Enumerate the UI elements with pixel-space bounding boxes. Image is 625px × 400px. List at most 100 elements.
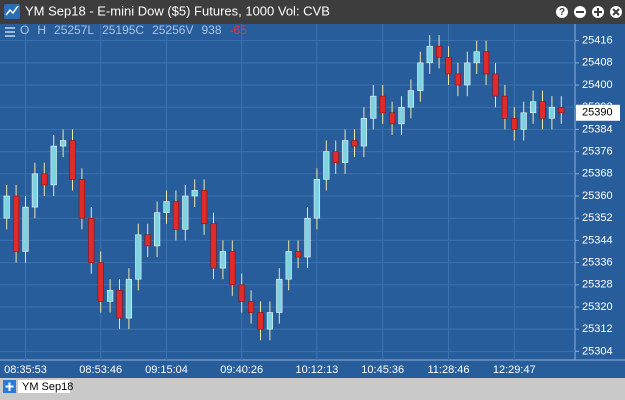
candle-body — [276, 278, 283, 313]
candle-body — [520, 112, 527, 130]
info-value: O — [20, 23, 29, 37]
candle-body — [191, 190, 198, 197]
candle-body — [247, 301, 255, 313]
candle-body — [153, 212, 161, 247]
candle-body — [200, 190, 208, 225]
last-price-label: 25390 — [582, 107, 613, 119]
candle-body — [285, 251, 292, 280]
y-tick-label: 25360 — [582, 190, 613, 202]
candle-body — [266, 312, 274, 330]
candle-body — [144, 234, 151, 247]
candle-body — [454, 73, 462, 86]
candle-body — [69, 140, 76, 180]
candle-body — [435, 45, 443, 58]
x-tick-label: 11:28:46 — [427, 364, 469, 376]
candle-body — [12, 195, 20, 252]
candle-body — [182, 195, 189, 230]
y-tick-label: 25320 — [582, 301, 613, 313]
window-buttons[interactable]: ? — [556, 6, 622, 18]
candle-body — [257, 312, 264, 330]
candle-body — [464, 62, 471, 86]
add-icon — [5, 382, 14, 391]
candle-body — [294, 251, 302, 258]
candle-body — [379, 95, 386, 114]
candle-body — [360, 118, 368, 147]
candle-body — [398, 106, 405, 125]
candle-body — [78, 179, 86, 219]
candle-body — [229, 251, 236, 286]
y-tick-label: 25400 — [582, 79, 613, 91]
candle-body — [332, 151, 339, 164]
candle-body — [41, 173, 48, 186]
candle-body — [116, 290, 123, 319]
candle-body — [370, 95, 377, 119]
candle-body — [482, 51, 490, 75]
tab[interactable] — [18, 380, 70, 393]
candle-body — [407, 90, 415, 108]
candle-body — [88, 217, 95, 263]
info-value: H — [37, 23, 46, 37]
y-tick-label: 25352 — [582, 212, 613, 224]
candle-body — [163, 201, 170, 213]
candle-body — [125, 278, 133, 319]
y-tick-label: 25368 — [582, 168, 613, 180]
y-tick-label: 25304 — [582, 345, 613, 357]
candle-body — [135, 234, 142, 280]
x-tick-label: 08:35:53 — [4, 364, 47, 376]
y-tick-label: 25328 — [582, 279, 613, 291]
info-value: -65 — [230, 23, 248, 37]
candle-body — [426, 45, 433, 64]
x-tick-label: 09:15:04 — [145, 364, 188, 376]
candle-body — [323, 151, 330, 180]
candle-body — [97, 262, 104, 302]
title-bar — [0, 0, 625, 24]
y-tick-label: 25336 — [582, 256, 613, 268]
y-tick-label: 25312 — [582, 323, 613, 335]
y-tick-label: 25344 — [582, 234, 613, 246]
candle-body — [511, 118, 518, 130]
candle-body — [313, 179, 321, 219]
candle-body — [388, 112, 396, 125]
candle-body — [172, 201, 180, 230]
candle-body — [304, 217, 311, 258]
y-tick-label: 25384 — [582, 123, 613, 135]
y-tick-label: 25376 — [582, 146, 613, 158]
candle-body — [501, 95, 509, 119]
x-tick-label: 12:29:47 — [493, 364, 536, 376]
candle-body — [50, 145, 57, 186]
menu-icon[interactable] — [5, 27, 15, 37]
info-value: 25256V — [152, 23, 193, 37]
tab-bar — [0, 378, 625, 400]
info-value: 938 — [201, 23, 221, 37]
y-tick-label: 25408 — [582, 57, 613, 69]
x-tick-label: 08:53:46 — [79, 364, 122, 376]
x-tick-label: 10:45:36 — [361, 364, 404, 376]
candle-body — [31, 173, 39, 208]
candle-body — [238, 284, 245, 302]
candle-body — [22, 206, 29, 252]
candle-body — [548, 106, 556, 119]
info-value: 25257L — [54, 23, 94, 37]
x-tick-label: 10:12:13 — [295, 364, 338, 376]
candle-body — [417, 62, 424, 91]
candle-body — [106, 290, 114, 302]
candle-body — [59, 140, 67, 147]
candle-body — [3, 195, 10, 219]
candle-body — [539, 101, 546, 119]
plot-background — [0, 24, 625, 378]
svg-text:?: ? — [559, 7, 565, 18]
candle-body — [219, 251, 227, 269]
candle-body — [492, 73, 499, 97]
y-tick-label: 25416 — [582, 35, 613, 47]
candle-body — [558, 106, 565, 114]
candle-body — [351, 140, 358, 147]
candle-body — [473, 51, 480, 64]
last-price-tag — [576, 104, 620, 121]
candle-body — [445, 56, 452, 75]
candle-body — [529, 101, 537, 114]
x-tick-label: 09:40:26 — [220, 364, 263, 376]
tab-label[interactable]: YM Sep18 — [22, 381, 73, 393]
candle-body — [210, 223, 217, 269]
